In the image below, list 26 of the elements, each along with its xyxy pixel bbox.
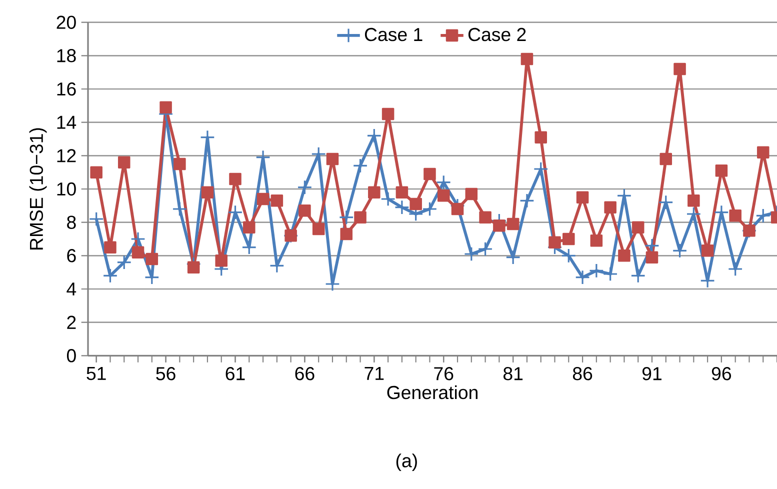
x-axis-title: Generation bbox=[387, 385, 478, 400]
x-tick-label: 66 bbox=[295, 367, 314, 380]
y-tick-label: 10 bbox=[57, 182, 76, 196]
y-axis-title: RMSE (10−31) bbox=[29, 128, 47, 250]
y-tick-label: 14 bbox=[57, 116, 76, 129]
y-tick-label: 12 bbox=[57, 149, 76, 162]
y-tick-label: 0 bbox=[66, 349, 76, 362]
x-tick-label: 56 bbox=[156, 367, 176, 380]
x-tick-label: 81 bbox=[504, 367, 523, 380]
x-tick-label: 86 bbox=[572, 367, 592, 380]
legend-label: Case 2 bbox=[468, 28, 526, 42]
text: (a) bbox=[396, 454, 417, 472]
y-tick-label: 8 bbox=[67, 216, 76, 229]
y-tick-label: 18 bbox=[57, 49, 76, 62]
y-tick-label: 20 bbox=[56, 16, 76, 29]
x-tick-label: 96 bbox=[712, 367, 731, 380]
y-tick-label: 4 bbox=[66, 282, 76, 296]
x-tick-label: 91 bbox=[642, 367, 662, 380]
legend-label: Case 1 bbox=[364, 28, 422, 42]
y-tick-label: 6 bbox=[67, 249, 76, 262]
y-tick-label: 16 bbox=[57, 82, 76, 96]
x-tick-label: 61 bbox=[226, 367, 245, 380]
x-tick-label: 51 bbox=[86, 367, 106, 380]
x-tick-label: 71 bbox=[364, 367, 384, 380]
x-tick-label: 76 bbox=[434, 367, 454, 380]
y-tick-label: 2 bbox=[67, 316, 76, 329]
